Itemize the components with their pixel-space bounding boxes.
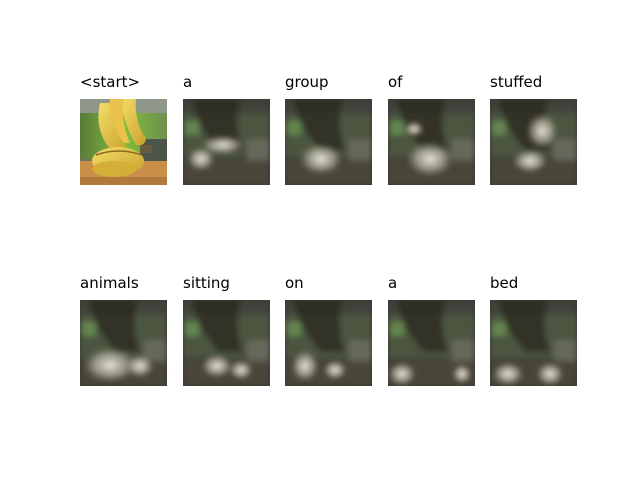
- attention-map: [285, 99, 372, 185]
- word-label: on: [285, 274, 304, 292]
- attention-heatmap-overlay: [285, 300, 372, 386]
- attention-heatmap-overlay: [80, 300, 167, 386]
- attention-map: [388, 99, 475, 185]
- word-label: a: [388, 274, 398, 292]
- source-image: [80, 99, 167, 185]
- word-label: sitting: [183, 274, 230, 292]
- attention-map: [285, 300, 372, 386]
- word-label: a: [183, 73, 193, 91]
- word-label: stuffed: [490, 73, 543, 91]
- attention-heatmap-overlay: [388, 99, 475, 185]
- attention-map: [183, 99, 270, 185]
- word-label: <start>: [80, 73, 141, 91]
- word-label: of: [388, 73, 403, 91]
- attention-heatmap-overlay: [183, 99, 270, 185]
- attention-heatmap-overlay: [490, 99, 577, 185]
- attention-map: [490, 99, 577, 185]
- attention-heatmap-overlay: [388, 300, 475, 386]
- attention-heatmap-overlay: [285, 99, 372, 185]
- attention-map: [80, 300, 167, 386]
- word-label: bed: [490, 274, 519, 292]
- attention-heatmap-overlay: [490, 300, 577, 386]
- word-label: animals: [80, 274, 139, 292]
- banana-photo: [80, 99, 167, 185]
- attention-heatmap-overlay: [183, 300, 270, 386]
- attention-map: [388, 300, 475, 386]
- attention-map: [183, 300, 270, 386]
- word-label: group: [285, 73, 329, 91]
- attention-map: [490, 300, 577, 386]
